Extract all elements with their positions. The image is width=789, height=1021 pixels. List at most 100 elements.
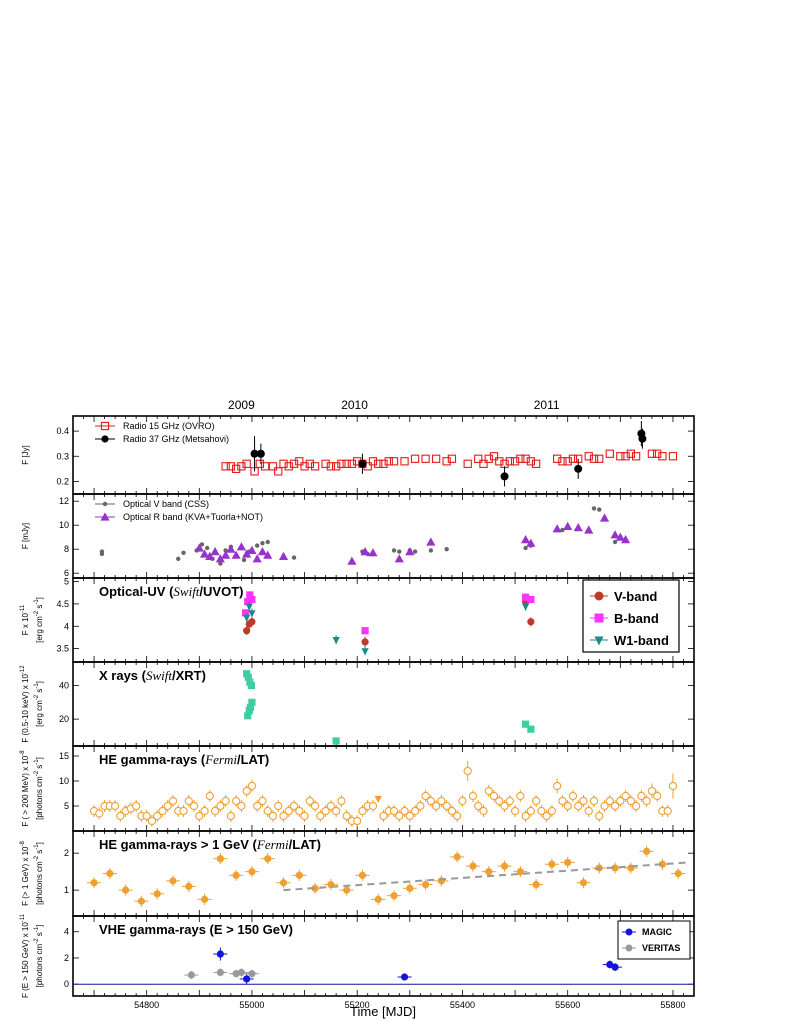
y-axis-label: F [mJy] (21, 523, 30, 549)
y-axis-unit-exp: -1 (34, 926, 40, 932)
data-point (305, 459, 314, 468)
data-point (510, 806, 520, 816)
y-axis-label-exponent: -12 (20, 665, 26, 674)
data-point (260, 541, 265, 546)
series-0 (89, 761, 678, 827)
data-point (176, 556, 181, 561)
panel-title-tail: /UVOT) (199, 584, 243, 599)
data-point (431, 801, 441, 811)
data-point (521, 603, 530, 611)
data-point (264, 855, 272, 863)
data-point (532, 880, 540, 889)
y-axis-unit-part: [photons cm (35, 776, 44, 820)
data-point (474, 454, 483, 463)
data-point (553, 781, 562, 791)
data-point (337, 796, 346, 806)
data-point (243, 614, 251, 622)
data-point (279, 459, 288, 468)
data-point (447, 454, 457, 463)
data-point (181, 550, 186, 555)
data-point (274, 467, 283, 476)
data-point (221, 462, 230, 471)
data-point (612, 539, 618, 545)
data-point (337, 459, 346, 468)
y-axis-unit-exp: -2 (34, 938, 40, 944)
panel-title-italic: Fermi (204, 752, 237, 767)
data-point (274, 801, 283, 811)
series-0 (243, 670, 535, 745)
y-tick-label: 2 (64, 953, 69, 963)
y-tick-label: 0.3 (56, 451, 69, 461)
data-point (605, 449, 614, 458)
data-point (243, 975, 251, 983)
panels: 0.2 0.3 0.4 F [Jy] Radio 15 GHz (OVRO) Radio … (20, 415, 695, 1010)
data-point (279, 811, 288, 821)
panel-title-italic: Swift (146, 668, 172, 683)
data-point (168, 796, 178, 806)
data-point (326, 462, 336, 471)
panel-vhe: 0 2 4 F (E > 150 GeV) x 10-11 [photons cm-2 … (20, 913, 695, 1010)
data-point (305, 796, 314, 806)
x-tick-label: 55000 (239, 1000, 264, 1010)
panel-title-tail: /LAT) (289, 837, 321, 852)
data-point (343, 886, 351, 894)
data-point (187, 971, 196, 979)
data-point (495, 796, 504, 806)
data-point (110, 801, 120, 811)
data-point (428, 548, 434, 553)
panel-title-tail: /XRT) (172, 668, 206, 683)
data-point (611, 864, 619, 872)
data-point (263, 806, 272, 816)
data-point (226, 462, 236, 471)
data-point (548, 860, 556, 868)
data-point (90, 879, 98, 887)
data-point (195, 811, 204, 821)
data-point (331, 462, 341, 471)
legend-marker (100, 512, 110, 521)
data-point (221, 550, 231, 559)
data-point (658, 452, 667, 461)
data-point (527, 618, 535, 626)
data-point (374, 459, 383, 468)
series-radio-37-ghz-metsahovi- (250, 421, 647, 487)
data-point (263, 550, 273, 559)
data-point (400, 973, 409, 981)
data-point (463, 766, 472, 776)
data-point (390, 892, 398, 900)
data-point (447, 806, 457, 816)
data-point (199, 549, 210, 558)
y-axis-unit-exp: -2 (34, 855, 40, 861)
x-tick-label: 55600 (555, 1000, 580, 1010)
data-point (311, 884, 319, 892)
data-point (616, 796, 625, 806)
panel-title-italic: Fermi (256, 837, 289, 852)
series-optical-r-band-kva-tuorla-not- (194, 513, 631, 565)
data-point (621, 452, 630, 461)
panel-title-tail: /LAT) (237, 752, 269, 767)
data-point (332, 637, 340, 645)
data-point (244, 598, 252, 606)
y-axis-unit-part: s (35, 689, 44, 695)
data-point (520, 535, 531, 544)
legend-box (617, 920, 691, 960)
data-point (215, 554, 225, 563)
y-axis-label: F (0.5-10 keV) x 10-12 (20, 665, 30, 743)
data-point (647, 786, 657, 796)
y-axis-unit-part: [erg cm (35, 616, 44, 643)
data-point (246, 591, 254, 599)
y-tick-label: 40 (59, 681, 69, 691)
data-point (241, 557, 247, 563)
y-tick-label: 6 (64, 568, 69, 578)
data-point (605, 796, 614, 806)
data-point (505, 796, 514, 806)
data-point (563, 801, 572, 811)
data-point (391, 548, 397, 553)
data-point (584, 452, 593, 461)
y-axis-label-exponent: -8 (20, 750, 26, 756)
data-point (584, 806, 593, 816)
y-axis-unit-part: [photons cm (35, 861, 44, 905)
y-axis-unit-part: s (35, 850, 44, 856)
data-point (231, 796, 241, 806)
data-point (226, 544, 236, 553)
data-point (416, 801, 425, 811)
